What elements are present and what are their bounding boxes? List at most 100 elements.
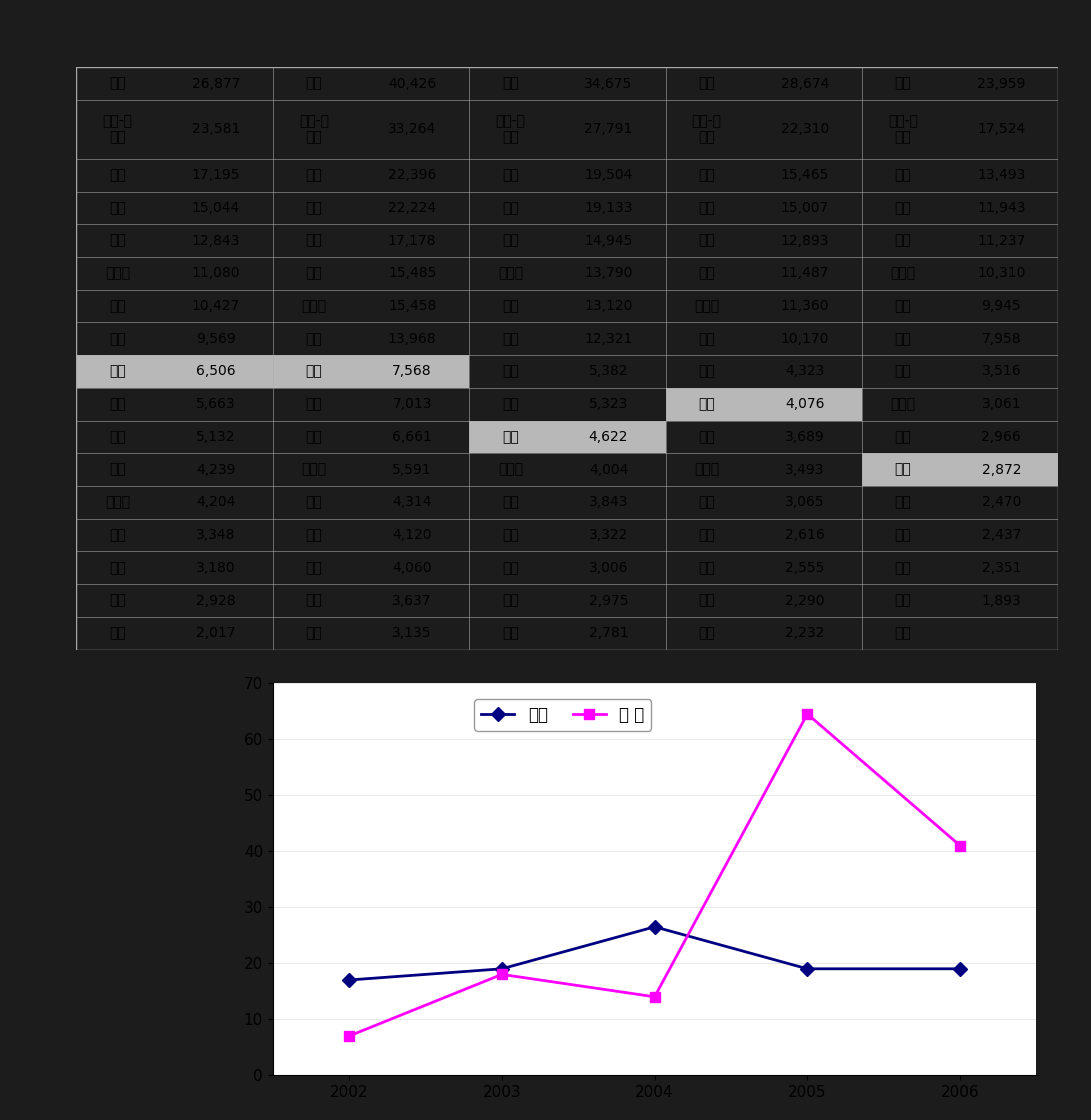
Text: 福州: 福州 <box>698 364 715 379</box>
Text: 6,661: 6,661 <box>393 430 432 444</box>
Text: 深圳: 深圳 <box>698 332 715 346</box>
Text: 4,314: 4,314 <box>393 495 432 510</box>
Text: 9,945: 9,945 <box>982 299 1021 314</box>
日 照 <box>954 839 967 852</box>
Text: 22,396: 22,396 <box>388 168 436 183</box>
Text: 12,321: 12,321 <box>585 332 633 346</box>
Text: 大连: 大连 <box>109 299 125 314</box>
Bar <box>862 454 1058 486</box>
Text: 3,006: 3,006 <box>589 561 628 575</box>
Text: 营口: 营口 <box>305 398 322 411</box>
Text: 5,132: 5,132 <box>196 430 236 444</box>
Text: 厦门: 厦门 <box>502 495 518 510</box>
Text: 深圳: 深圳 <box>502 332 518 346</box>
Text: 3,135: 3,135 <box>393 626 432 641</box>
Text: 33,264: 33,264 <box>388 122 436 137</box>
Text: 宁波-舟
山港: 宁波-舟 山港 <box>495 114 526 144</box>
Text: 连云港: 连云港 <box>694 463 719 477</box>
Text: 11,487: 11,487 <box>781 267 829 280</box>
Text: 烟台: 烟台 <box>698 529 715 542</box>
Text: 23,581: 23,581 <box>192 122 240 137</box>
Text: 17,195: 17,195 <box>192 168 240 183</box>
Text: 天津: 天津 <box>109 200 125 215</box>
Text: 厦门: 厦门 <box>698 495 715 510</box>
Text: 天津: 天津 <box>895 200 911 215</box>
日 照 <box>495 968 508 981</box>
Text: 26,877: 26,877 <box>192 76 240 91</box>
Text: 12,893: 12,893 <box>781 234 829 248</box>
Text: 珠海: 珠海 <box>502 594 518 607</box>
Text: 5,591: 5,591 <box>393 463 432 477</box>
Text: 3,689: 3,689 <box>786 430 825 444</box>
Text: 3,322: 3,322 <box>589 529 628 542</box>
全国 <box>954 962 967 976</box>
Bar <box>469 421 666 454</box>
Text: 5,663: 5,663 <box>196 398 236 411</box>
Bar <box>273 355 469 388</box>
Text: 上海: 上海 <box>305 76 322 91</box>
Text: 2,966: 2,966 <box>982 430 1021 444</box>
Text: 宁波-舟
山港: 宁波-舟 山港 <box>692 114 722 144</box>
Text: 泉州: 泉州 <box>305 594 322 607</box>
Text: 4,004: 4,004 <box>589 463 628 477</box>
Text: 15,485: 15,485 <box>388 267 436 280</box>
Text: 广州: 广州 <box>502 168 518 183</box>
Text: 营口: 营口 <box>109 398 125 411</box>
Text: 19,133: 19,133 <box>585 200 633 215</box>
Text: 泉州: 泉州 <box>895 594 911 607</box>
Text: 天津: 天津 <box>502 200 518 215</box>
Text: 日照: 日照 <box>109 364 125 379</box>
Text: 5,382: 5,382 <box>589 364 628 379</box>
日 照 <box>343 1029 356 1043</box>
Text: 连云港: 连云港 <box>301 463 326 477</box>
全国 <box>648 921 661 934</box>
Text: 深圳: 深圳 <box>305 332 322 346</box>
日 照 <box>801 708 814 721</box>
Text: 日照: 日照 <box>502 430 518 444</box>
Text: 泉州: 泉州 <box>698 594 715 607</box>
Text: 14,945: 14,945 <box>585 234 633 248</box>
Text: 15,465: 15,465 <box>781 168 829 183</box>
Text: 7,958: 7,958 <box>982 332 1021 346</box>
Text: 秦皇岛: 秦皇岛 <box>105 267 130 280</box>
Text: 宁波-舟
山港: 宁波-舟 山港 <box>299 114 329 144</box>
Text: 34,675: 34,675 <box>585 76 633 91</box>
Text: 泉州: 泉州 <box>502 626 518 641</box>
Text: 湛江: 湛江 <box>895 561 911 575</box>
日 照 <box>648 990 661 1004</box>
Text: 上海: 上海 <box>109 76 125 91</box>
Text: 5,323: 5,323 <box>589 398 628 411</box>
Text: 福州: 福州 <box>502 398 518 411</box>
Text: 2,781: 2,781 <box>589 626 628 641</box>
Text: 2,470: 2,470 <box>982 495 1021 510</box>
Text: 3,180: 3,180 <box>196 561 236 575</box>
Text: 17,524: 17,524 <box>978 122 1026 137</box>
Text: 厦门: 厦门 <box>895 495 911 510</box>
Text: 青岛: 青岛 <box>502 234 518 248</box>
Text: 福州: 福州 <box>305 430 322 444</box>
Text: 13,493: 13,493 <box>978 168 1026 183</box>
Text: 3,843: 3,843 <box>589 495 628 510</box>
Text: 11,080: 11,080 <box>192 267 240 280</box>
Text: 3,637: 3,637 <box>393 594 432 607</box>
Text: 青岛: 青岛 <box>305 234 322 248</box>
Text: 厦门: 厦门 <box>109 463 125 477</box>
Text: 烟台: 烟台 <box>305 561 322 575</box>
Text: 4,120: 4,120 <box>393 529 432 542</box>
Line: 全国: 全国 <box>345 922 964 984</box>
Text: 广州: 广州 <box>109 168 125 183</box>
Text: 4,060: 4,060 <box>393 561 432 575</box>
Text: 日照: 日照 <box>305 364 322 379</box>
Text: 15,458: 15,458 <box>388 299 436 314</box>
Text: 大连: 大连 <box>895 299 911 314</box>
Text: 珠海: 珠海 <box>895 626 911 641</box>
Text: 3,493: 3,493 <box>786 463 825 477</box>
Text: 23,959: 23,959 <box>978 76 1026 91</box>
Text: 湛江: 湛江 <box>502 529 518 542</box>
Text: 22,224: 22,224 <box>388 200 436 215</box>
Text: 2,928: 2,928 <box>196 594 236 607</box>
Text: 2,555: 2,555 <box>786 561 825 575</box>
Text: 秦皇岛: 秦皇岛 <box>694 299 719 314</box>
全国 <box>343 973 356 987</box>
Text: 7,013: 7,013 <box>393 398 432 411</box>
